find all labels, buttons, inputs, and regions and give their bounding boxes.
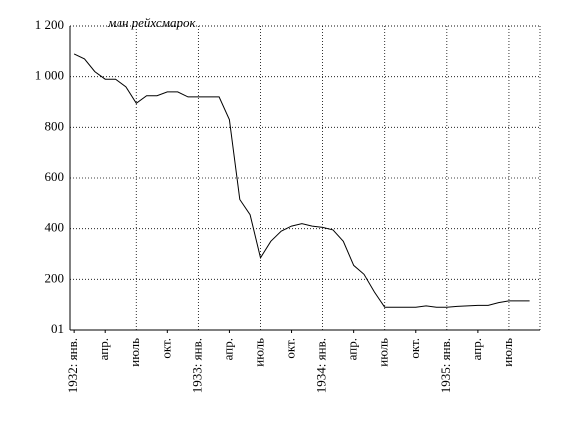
x-tick-label: окт. xyxy=(283,338,298,359)
x-tick-label: 1933: янв. xyxy=(189,338,204,393)
y-tick-label: 1 200 xyxy=(35,17,64,32)
y-tick-label: 400 xyxy=(45,220,65,235)
x-tick-label: 1935: янв. xyxy=(438,338,453,393)
y-tick-label: 600 xyxy=(45,169,65,184)
x-tick-label: июль xyxy=(376,338,391,367)
x-tick-label: окт. xyxy=(407,338,422,359)
x-tick-label: июль xyxy=(127,338,142,367)
x-tick-label: апр. xyxy=(345,338,360,360)
y-tick-label: 01 xyxy=(51,321,64,336)
x-tick-label: апр. xyxy=(96,338,111,360)
y-tick-label: 1 000 xyxy=(35,68,64,83)
unit-annotation: млн рейхсмарок xyxy=(107,15,196,30)
x-tick-label: окт. xyxy=(158,338,173,359)
x-tick-label: апр. xyxy=(469,338,484,360)
y-tick-label: 200 xyxy=(45,270,65,285)
x-tick-label: 1932: янв. xyxy=(65,338,80,393)
y-tick-label: 800 xyxy=(45,118,65,133)
x-tick-label: апр. xyxy=(220,338,235,360)
x-tick-label: 1934: янв. xyxy=(314,338,329,393)
data-line xyxy=(73,53,530,308)
x-tick-label: июль xyxy=(251,338,266,367)
x-tick-label: июль xyxy=(500,338,515,367)
